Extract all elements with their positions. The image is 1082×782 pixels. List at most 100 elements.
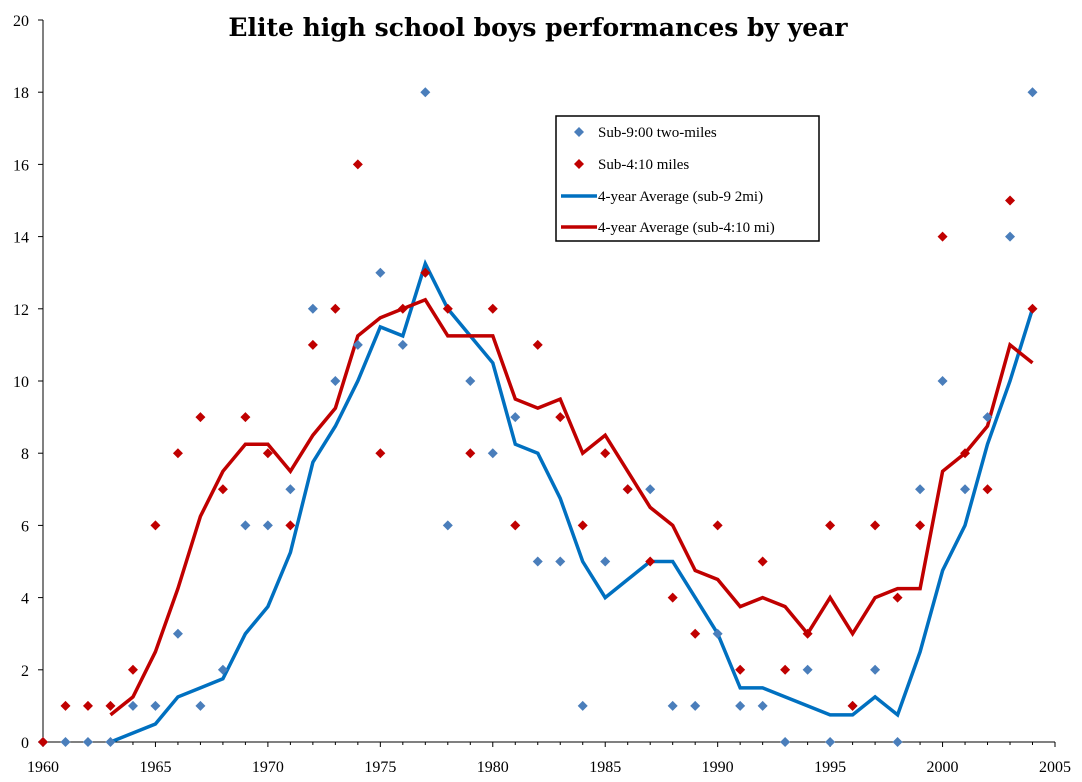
y-tick-label: 18 — [13, 85, 29, 102]
scatter-point-1 — [870, 520, 881, 531]
scatter-point-0 — [240, 520, 251, 531]
scatter-point-1 — [892, 592, 903, 603]
scatter-point-0 — [982, 412, 993, 423]
scatter-point-1 — [217, 484, 228, 495]
x-tick-label: 1970 — [252, 759, 284, 776]
scatter-point-0 — [127, 700, 138, 711]
scatter-point-1 — [150, 520, 161, 531]
scatter-point-1 — [937, 231, 948, 242]
scatter-point-1 — [375, 448, 386, 459]
scatter-point-1 — [825, 520, 836, 531]
y-tick-label: 14 — [13, 230, 29, 247]
scatter-point-1 — [330, 303, 341, 314]
scatter-point-0 — [150, 700, 161, 711]
scatter-point-0 — [1005, 231, 1016, 242]
y-tick-label: 20 — [13, 13, 29, 30]
legend-entry-avg-2mi: 4-year Average (sub-9 2mi) — [561, 189, 763, 205]
scatter-point-0 — [960, 484, 971, 495]
scatter-point-1 — [510, 520, 521, 531]
legend-label-avg-2mi: 4-year Average (sub-9 2mi) — [598, 189, 763, 205]
scatter-point-1 — [622, 484, 633, 495]
y-tick-label: 12 — [13, 302, 29, 319]
scatter-point-1 — [172, 448, 183, 459]
legend-box — [555, 115, 820, 242]
scatter-point-1 — [487, 303, 498, 314]
scatter-point-0 — [487, 448, 498, 459]
scatter-point-0 — [937, 376, 948, 386]
scatter-point-0 — [172, 628, 183, 639]
scatter-point-1 — [285, 520, 296, 531]
x-tick-label: 1990 — [702, 759, 734, 776]
legend-marker-blue-diamond — [574, 127, 584, 137]
scatter-point-0 — [870, 664, 881, 675]
scatter-point-1 — [532, 339, 543, 350]
scatter-point-0 — [915, 484, 926, 495]
y-tick-label: 2 — [21, 663, 29, 680]
legend-label-avg-mile: 4-year Average (sub-4:10 mi) — [598, 220, 775, 236]
scatter-point-1 — [442, 303, 453, 314]
scatter-point-0 — [780, 737, 791, 747]
y-tick-label: 16 — [13, 157, 29, 174]
scatter-point-0 — [307, 303, 318, 314]
x-tick-label: 1980 — [477, 759, 509, 776]
scatter-point-0 — [442, 520, 453, 531]
scatter-point-0 — [645, 484, 656, 495]
scatter-point-1 — [38, 737, 48, 747]
scatter-point-0 — [577, 700, 588, 711]
scatter-point-1 — [105, 700, 116, 711]
y-tick-label: 8 — [21, 446, 29, 463]
scatter-point-1 — [802, 628, 813, 639]
x-tick-label: 1985 — [589, 759, 621, 776]
scatter-point-1 — [960, 448, 971, 459]
legend-label-sub410: Sub-4:10 miles — [598, 157, 689, 173]
scatter-point-0 — [712, 628, 723, 639]
scatter-point-1 — [847, 700, 858, 711]
scatter-point-0 — [825, 737, 836, 747]
scatter-point-1 — [600, 448, 611, 459]
scatter-point-1 — [690, 628, 701, 639]
scatter-point-0 — [195, 700, 206, 711]
scatter-point-0 — [465, 376, 476, 386]
scatter-point-1 — [645, 556, 656, 567]
series-line-3 — [109, 297, 1034, 717]
scatter-point-1 — [127, 664, 138, 675]
scatter-point-0 — [330, 376, 341, 386]
scatter-point-0 — [352, 339, 363, 350]
scatter-point-1 — [262, 448, 273, 459]
scatter-point-0 — [397, 339, 408, 350]
scatter-point-1 — [735, 664, 746, 675]
scatter-point-0 — [105, 737, 116, 747]
scatter-point-0 — [262, 520, 273, 531]
x-tick-label: 1960 — [27, 759, 59, 776]
scatter-point-0 — [375, 267, 386, 278]
scatter-point-0 — [690, 700, 701, 711]
x-tick-label: 2005 — [1039, 759, 1071, 776]
scatter-point-1 — [60, 700, 71, 711]
scatter-point-0 — [285, 484, 296, 495]
scatter-point-0 — [532, 556, 543, 567]
scatter-point-0 — [802, 664, 813, 675]
legend-entry-sub9-two-miles: Sub-9:00 two-miles — [574, 125, 717, 141]
scatter-point-1 — [420, 267, 431, 278]
x-tick-label: 1975 — [364, 759, 396, 776]
scatter-point-0 — [420, 87, 431, 98]
y-tick-label: 10 — [13, 374, 29, 391]
y-tick-label: 6 — [21, 518, 29, 535]
scatter-points — [38, 87, 1038, 747]
legend-entry-sub410-miles: Sub-4:10 miles — [574, 157, 689, 173]
series-line-2 — [109, 259, 1035, 744]
scatter-point-1 — [195, 412, 206, 423]
scatter-point-1 — [1027, 303, 1038, 314]
scatter-point-1 — [307, 339, 318, 350]
scatter-point-0 — [600, 556, 611, 567]
scatter-point-1 — [240, 412, 251, 423]
scatter-point-1 — [555, 412, 566, 423]
scatter-point-0 — [735, 700, 746, 711]
scatter-point-0 — [892, 737, 903, 747]
y-tick-label: 0 — [21, 735, 29, 752]
x-tick-label: 1965 — [139, 759, 171, 776]
scatter-point-0 — [82, 737, 93, 747]
scatter-point-1 — [577, 520, 588, 531]
scatter-point-1 — [1005, 195, 1016, 206]
